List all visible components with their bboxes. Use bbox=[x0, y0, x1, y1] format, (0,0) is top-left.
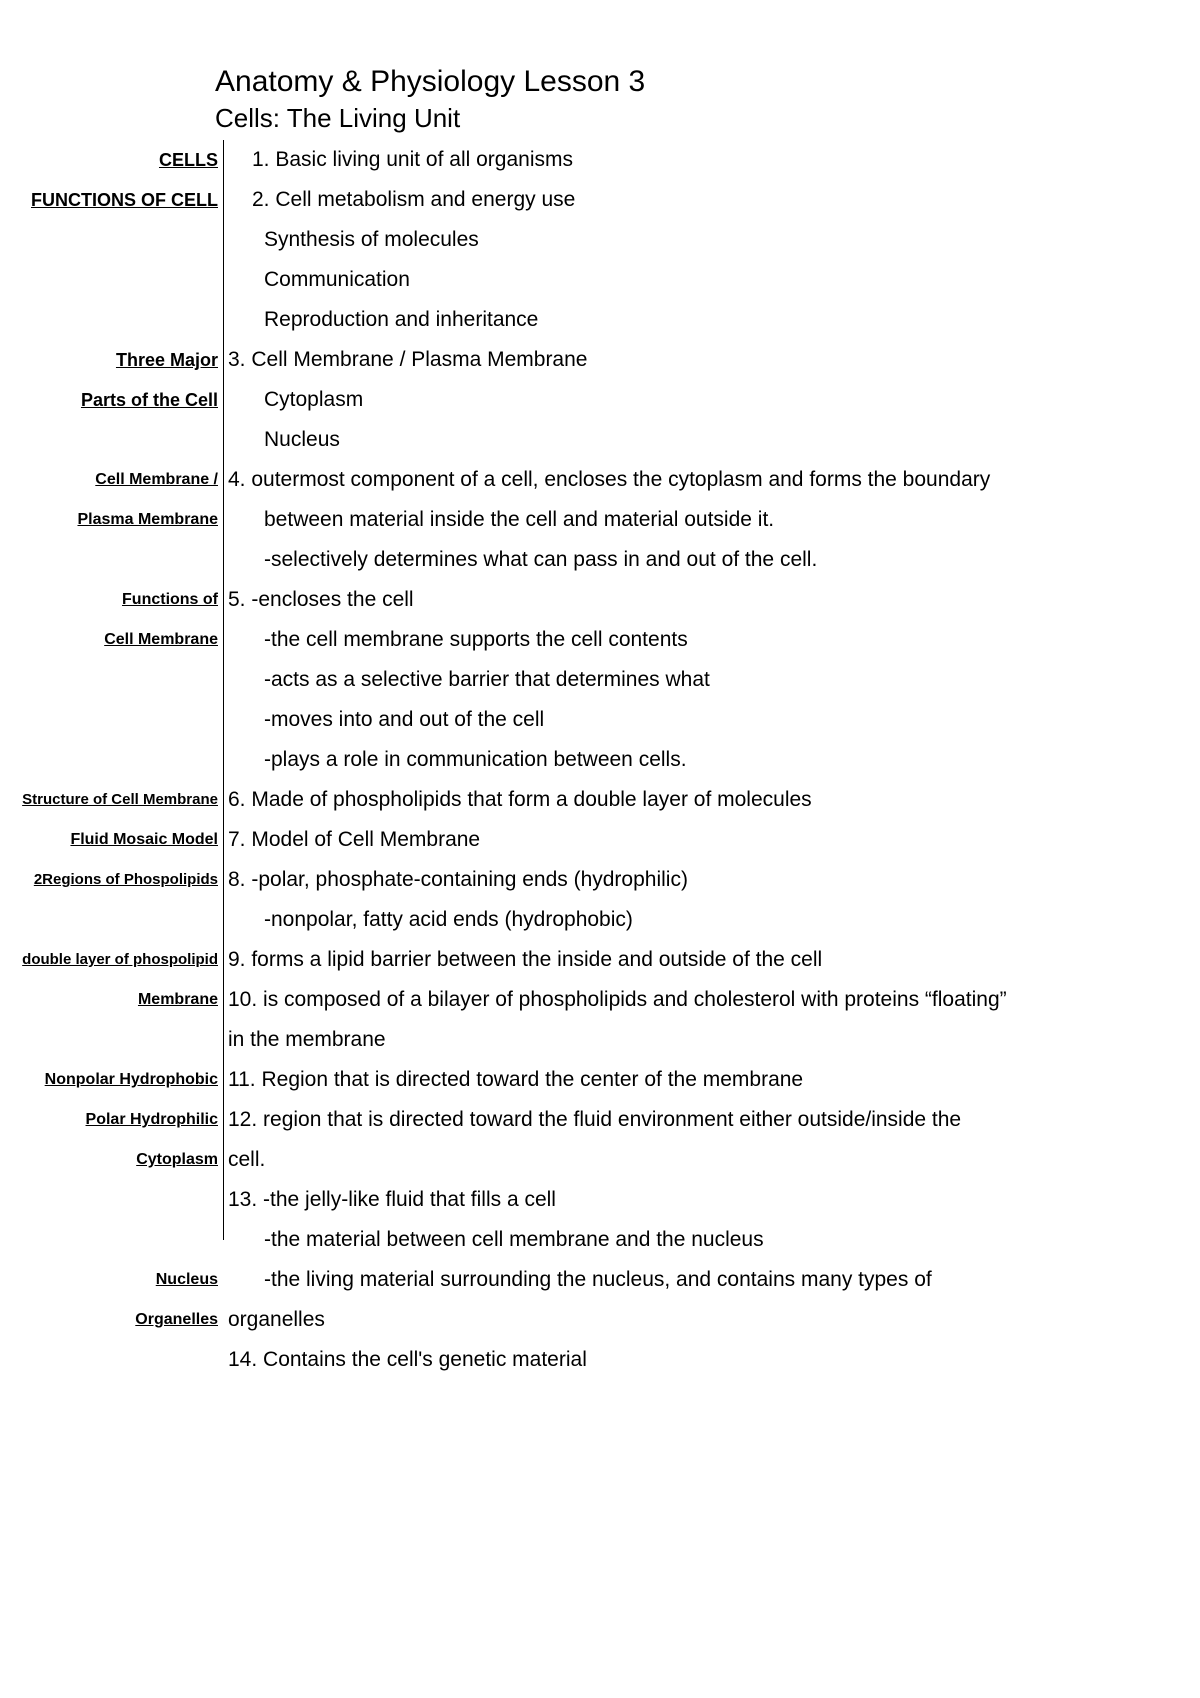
row-term: Cell Membrane / bbox=[0, 460, 224, 500]
row-definition: 10. is composed of a bilayer of phosphol… bbox=[224, 980, 1200, 1020]
row-definition: 5. -encloses the cell bbox=[224, 580, 1200, 620]
note-row: -selectively determines what can pass in… bbox=[0, 540, 1200, 580]
row-term: Nonpolar Hydrophobic bbox=[0, 1060, 224, 1100]
row-definition: -the living material surrounding the nuc… bbox=[224, 1260, 1200, 1300]
row-term: Membrane bbox=[0, 980, 224, 1020]
note-row: Nucleus-the living material surrounding … bbox=[0, 1260, 1200, 1300]
row-term: Fluid Mosaic Model bbox=[0, 820, 224, 860]
note-row: -plays a role in communication between c… bbox=[0, 740, 1200, 780]
note-row: Fluid Mosaic Model7. Model of Cell Membr… bbox=[0, 820, 1200, 860]
row-definition: -plays a role in communication between c… bbox=[224, 740, 1200, 780]
row-definition: 7. Model of Cell Membrane bbox=[224, 820, 1200, 860]
note-row: Three Major3. Cell Membrane / Plasma Mem… bbox=[0, 340, 1200, 380]
lesson-title: Anatomy & Physiology Lesson 3 bbox=[215, 62, 1200, 101]
note-row: -the material between cell membrane and … bbox=[0, 1220, 1200, 1260]
note-row: Cytoplasmcell. bbox=[0, 1140, 1200, 1180]
note-row: Organellesorganelles bbox=[0, 1300, 1200, 1340]
row-definition: -the material between cell membrane and … bbox=[224, 1220, 1200, 1260]
lesson-subtitle: Cells: The Living Unit bbox=[215, 103, 1200, 134]
note-row: double layer of phospolipid9. forms a li… bbox=[0, 940, 1200, 980]
note-row: Plasma Membranebetween material inside t… bbox=[0, 500, 1200, 540]
row-definition: -nonpolar, fatty acid ends (hydrophobic) bbox=[224, 900, 1200, 940]
row-term: Cytoplasm bbox=[0, 1140, 224, 1180]
row-definition: 11. Region that is directed toward the c… bbox=[224, 1060, 1200, 1100]
note-row: Nonpolar Hydrophobic11. Region that is d… bbox=[0, 1060, 1200, 1100]
row-term: Cell Membrane bbox=[0, 620, 224, 660]
row-definition: 9. forms a lipid barrier between the ins… bbox=[224, 940, 1200, 980]
row-term: Polar Hydrophilic bbox=[0, 1100, 224, 1140]
note-row: in the membrane bbox=[0, 1020, 1200, 1060]
note-row: Membrane10. is composed of a bilayer of … bbox=[0, 980, 1200, 1020]
row-definition: between material inside the cell and mat… bbox=[224, 500, 1200, 540]
row-definition: organelles bbox=[224, 1300, 1200, 1340]
note-row: Synthesis of molecules bbox=[0, 220, 1200, 260]
row-term: Parts of the Cell bbox=[0, 380, 224, 420]
vertical-divider bbox=[223, 140, 224, 1240]
row-definition: in the membrane bbox=[224, 1020, 1200, 1060]
note-row: 14. Contains the cell's genetic material bbox=[0, 1340, 1200, 1380]
note-row: -acts as a selective barrier that determ… bbox=[0, 660, 1200, 700]
row-definition: -moves into and out of the cell bbox=[224, 700, 1200, 740]
note-row: CELLS1. Basic living unit of all organis… bbox=[0, 140, 1200, 180]
row-definition: Synthesis of molecules bbox=[224, 220, 1200, 260]
row-term: 2Regions of Phospolipids bbox=[0, 860, 224, 900]
row-term: Structure of Cell Membrane bbox=[0, 780, 224, 820]
row-definition: 8. -polar, phosphate-containing ends (hy… bbox=[224, 860, 1200, 900]
note-row: Parts of the CellCytoplasm bbox=[0, 380, 1200, 420]
row-definition: 12. region that is directed toward the f… bbox=[224, 1100, 1200, 1140]
note-row: -moves into and out of the cell bbox=[0, 700, 1200, 740]
row-definition: 3. Cell Membrane / Plasma Membrane bbox=[224, 340, 1200, 380]
note-row: 2Regions of Phospolipids8. -polar, phosp… bbox=[0, 860, 1200, 900]
row-definition: -acts as a selective barrier that determ… bbox=[224, 660, 1200, 700]
row-definition: 1. Basic living unit of all organisms bbox=[224, 140, 1200, 180]
row-definition: Nucleus bbox=[224, 420, 1200, 460]
notes-content: CELLS1. Basic living unit of all organis… bbox=[0, 140, 1200, 1380]
note-row: FUNCTIONS OF CELL2. Cell metabolism and … bbox=[0, 180, 1200, 220]
note-row: 13. -the jelly-like fluid that fills a c… bbox=[0, 1180, 1200, 1220]
note-row: Cell Membrane /4. outermost component of… bbox=[0, 460, 1200, 500]
row-term: Organelles bbox=[0, 1300, 224, 1340]
row-definition: 14. Contains the cell's genetic material bbox=[224, 1340, 1200, 1380]
row-definition: -selectively determines what can pass in… bbox=[224, 540, 1200, 580]
note-row: Structure of Cell Membrane6. Made of pho… bbox=[0, 780, 1200, 820]
row-term: FUNCTIONS OF CELL bbox=[0, 180, 224, 220]
note-row: Cell Membrane-the cell membrane supports… bbox=[0, 620, 1200, 660]
note-row: Polar Hydrophilic12. region that is dire… bbox=[0, 1100, 1200, 1140]
row-definition: 6. Made of phospholipids that form a dou… bbox=[224, 780, 1200, 820]
note-row: Communication bbox=[0, 260, 1200, 300]
note-row: Functions of 5. -encloses the cell bbox=[0, 580, 1200, 620]
row-term: Nucleus bbox=[0, 1260, 224, 1300]
row-definition: Reproduction and inheritance bbox=[224, 300, 1200, 340]
row-definition: Cytoplasm bbox=[224, 380, 1200, 420]
row-term: double layer of phospolipid bbox=[0, 940, 224, 980]
row-definition: 2. Cell metabolism and energy use bbox=[224, 180, 1200, 220]
row-definition: Communication bbox=[224, 260, 1200, 300]
document-header: Anatomy & Physiology Lesson 3 Cells: The… bbox=[0, 0, 1200, 134]
row-definition: -the cell membrane supports the cell con… bbox=[224, 620, 1200, 660]
row-definition: 13. -the jelly-like fluid that fills a c… bbox=[224, 1180, 1200, 1220]
row-term: CELLS bbox=[0, 140, 224, 180]
row-definition: cell. bbox=[224, 1140, 1200, 1180]
row-term: Functions of bbox=[0, 580, 224, 620]
note-row: -nonpolar, fatty acid ends (hydrophobic) bbox=[0, 900, 1200, 940]
row-term: Plasma Membrane bbox=[0, 500, 224, 540]
note-row: Reproduction and inheritance bbox=[0, 300, 1200, 340]
row-definition: 4. outermost component of a cell, enclos… bbox=[224, 460, 1200, 500]
row-term: Three Major bbox=[0, 340, 224, 380]
note-row: Nucleus bbox=[0, 420, 1200, 460]
